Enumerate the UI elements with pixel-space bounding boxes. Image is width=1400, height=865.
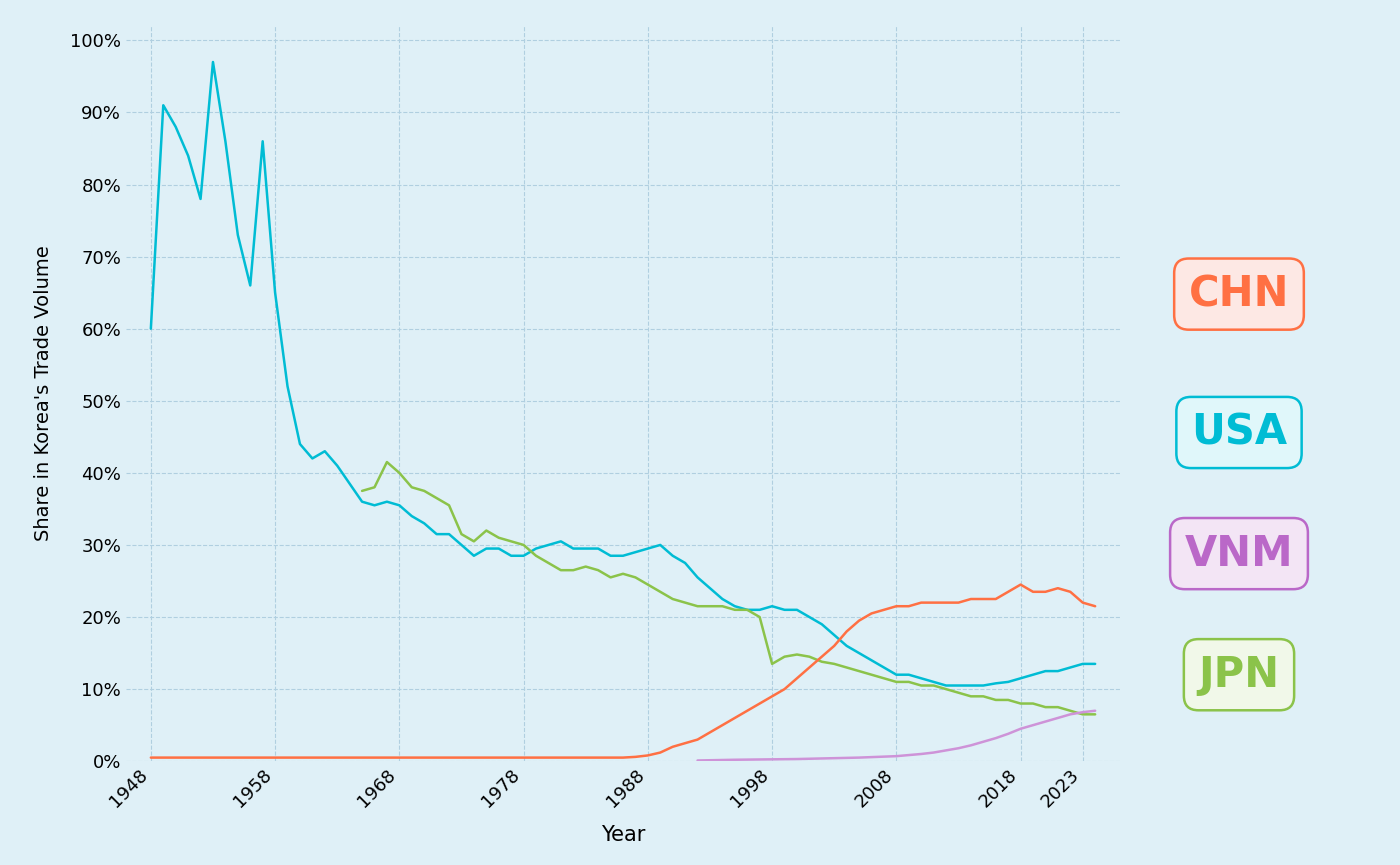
Text: VNM: VNM bbox=[1184, 533, 1294, 574]
Y-axis label: Share in Korea's Trade Volume: Share in Korea's Trade Volume bbox=[35, 246, 53, 541]
X-axis label: Year: Year bbox=[601, 825, 645, 845]
Text: CHN: CHN bbox=[1189, 273, 1289, 315]
Text: USA: USA bbox=[1191, 412, 1287, 453]
Text: JPN: JPN bbox=[1198, 654, 1280, 695]
